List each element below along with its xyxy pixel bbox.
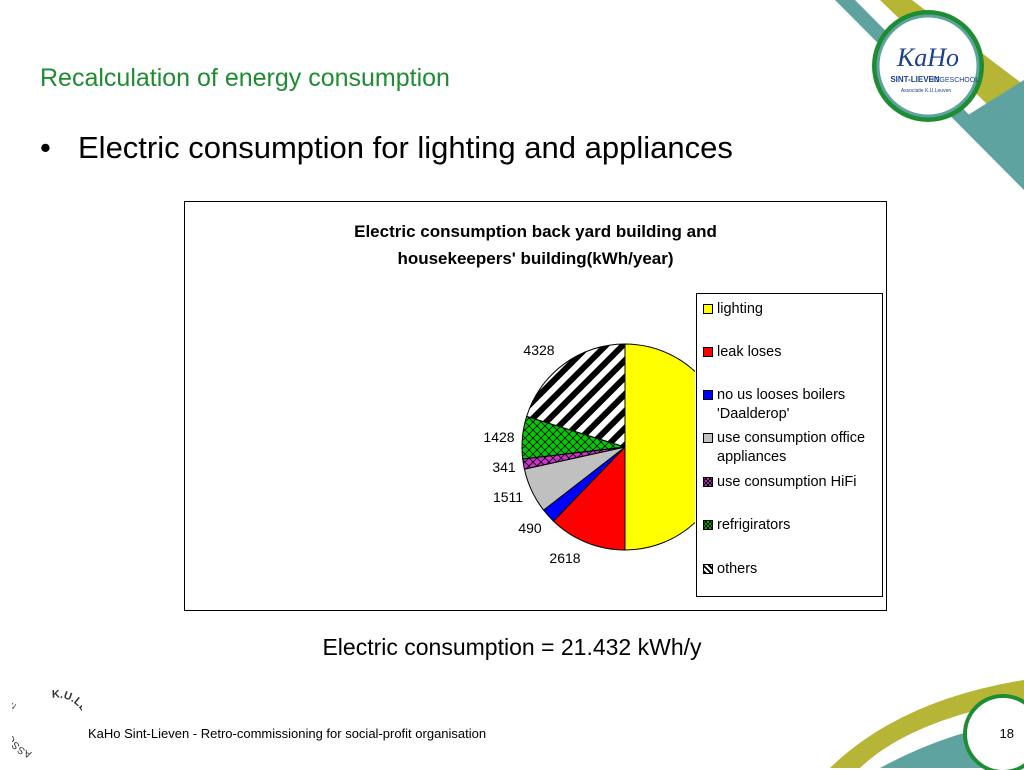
kaho-logo-subtext: SINT-LIEVEN: [890, 75, 940, 84]
legend-label: leak loses: [717, 344, 782, 360]
legend-label: use consumption office appliances: [717, 430, 866, 465]
legend-swatch: [703, 304, 713, 314]
bullet-text: Electric consumption for lighting and ap…: [78, 130, 733, 165]
pie-data-label: 4328: [523, 342, 554, 358]
legend-swatch: [703, 347, 713, 357]
pie-slice-lighting: [624, 343, 695, 551]
pie-slice-leak-loses: [552, 445, 626, 551]
chart-legend: lighting leak loses no us looses boilers 'D…: [696, 293, 883, 597]
legend-swatch: [703, 477, 713, 487]
footer-text: KaHo Sint-Lieven - Retro-commissioning f…: [88, 726, 487, 741]
legend-label: others: [717, 561, 758, 577]
decor-teal-wedge: [960, 80, 1024, 190]
legend-label: lighting: [717, 301, 763, 317]
kaho-logo-hogeschool: HOGESCHOOL: [929, 77, 979, 84]
pie-data-label: 341: [492, 459, 516, 475]
legend-swatch: [703, 390, 713, 400]
pie-slice-others: [526, 343, 626, 448]
bullet-point: • Electric consumption for lighting and a…: [40, 130, 733, 166]
bullet-marker: •: [40, 130, 51, 165]
total-consumption-text: Electric consumption = 21.432 kWh/y: [322, 634, 702, 660]
chart-title: Electric consumption back yard building …: [185, 218, 886, 272]
chart-title-line-1: Electric consumption back yard building …: [354, 222, 717, 241]
legend-label: use consumption HiFi: [717, 474, 857, 490]
pie-data-label: 2618: [549, 550, 580, 566]
pie-data-label: 1511: [493, 489, 523, 505]
legend-swatch: [703, 520, 713, 530]
legend-label: refrigirators: [717, 517, 791, 533]
pie-data-label: 1428: [483, 429, 514, 445]
page-number: 18: [999, 726, 1014, 741]
pie-data-label: 490: [518, 520, 542, 536]
kuleuven-logo: ASSOCIATIE K.U.LEUVEN: [12, 688, 82, 760]
legend-swatch: [703, 433, 713, 443]
legend-swatch: [703, 564, 713, 574]
page-number-badge: [963, 694, 1024, 770]
chart-title-line-2: housekeepers' building(kWh/year): [397, 249, 674, 268]
kuleuven-logo-name: K.U.LEUVEN: [52, 688, 82, 745]
slide-title: Recalculation of energy consumption: [40, 64, 450, 92]
kaho-logo: KaHo SINT-LIEVEN HOGESCHOOL Associatie K…: [872, 10, 984, 122]
legend-label: no us looses boilers 'Daalderop': [717, 387, 846, 422]
decor-bottom-swoosh: [830, 680, 1024, 768]
kaho-logo-association: Associatie K.U.Leuven: [901, 88, 952, 94]
chart-frame: Electric consumption back yard building …: [184, 201, 887, 611]
kuleuven-logo-association: ASSOCIATIE: [12, 700, 33, 760]
pie-chart: 107162618490151134114284328: [483, 342, 695, 566]
kaho-logo-text: KaHo: [896, 43, 959, 72]
